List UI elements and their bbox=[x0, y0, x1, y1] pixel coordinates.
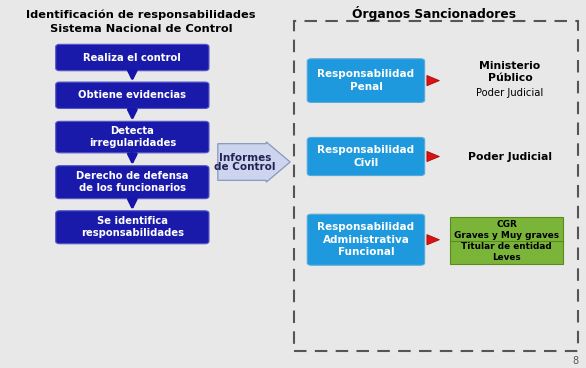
Text: de Control: de Control bbox=[214, 162, 275, 172]
Polygon shape bbox=[427, 151, 440, 162]
FancyBboxPatch shape bbox=[56, 44, 209, 71]
Text: CGR
Graves y Muy graves: CGR Graves y Muy graves bbox=[454, 220, 559, 240]
Text: Realiza el control: Realiza el control bbox=[83, 53, 181, 63]
Text: Responsabilidad
Civil: Responsabilidad Civil bbox=[318, 145, 414, 168]
Polygon shape bbox=[427, 234, 440, 245]
Text: Órganos Sancionadores: Órganos Sancionadores bbox=[352, 6, 516, 21]
Text: Se identifica
responsabilidades: Se identifica responsabilidades bbox=[81, 216, 184, 238]
Text: Obtiene evidencias: Obtiene evidencias bbox=[79, 90, 186, 100]
FancyBboxPatch shape bbox=[450, 241, 563, 264]
Text: Informes: Informes bbox=[219, 153, 271, 163]
FancyBboxPatch shape bbox=[450, 217, 563, 242]
Text: Ministerio
Público: Ministerio Público bbox=[479, 61, 541, 84]
Polygon shape bbox=[427, 75, 440, 86]
FancyBboxPatch shape bbox=[56, 82, 209, 109]
Bar bbox=[294, 21, 578, 351]
Text: 8: 8 bbox=[573, 356, 578, 366]
Text: Detecta
irregularidades: Detecta irregularidades bbox=[88, 126, 176, 148]
FancyBboxPatch shape bbox=[307, 137, 425, 176]
FancyBboxPatch shape bbox=[56, 121, 209, 153]
FancyBboxPatch shape bbox=[307, 214, 425, 265]
Polygon shape bbox=[218, 142, 290, 182]
FancyBboxPatch shape bbox=[56, 166, 209, 199]
Text: Poder Judicial: Poder Judicial bbox=[468, 152, 552, 162]
Text: Derecho de defensa
de los funcionarios: Derecho de defensa de los funcionarios bbox=[76, 171, 189, 193]
Text: Sistema Nacional de Control: Sistema Nacional de Control bbox=[50, 24, 232, 34]
Text: Responsabilidad
Administrativa
Funcional: Responsabilidad Administrativa Funcional bbox=[318, 222, 414, 257]
Text: Responsabilidad
Penal: Responsabilidad Penal bbox=[318, 70, 414, 92]
FancyBboxPatch shape bbox=[56, 211, 209, 244]
FancyBboxPatch shape bbox=[307, 59, 425, 102]
Text: Titular de entidad
Leves: Titular de entidad Leves bbox=[461, 242, 552, 262]
Text: Poder Judicial: Poder Judicial bbox=[476, 88, 544, 98]
Text: Identificación de responsabilidades: Identificación de responsabilidades bbox=[26, 9, 255, 20]
